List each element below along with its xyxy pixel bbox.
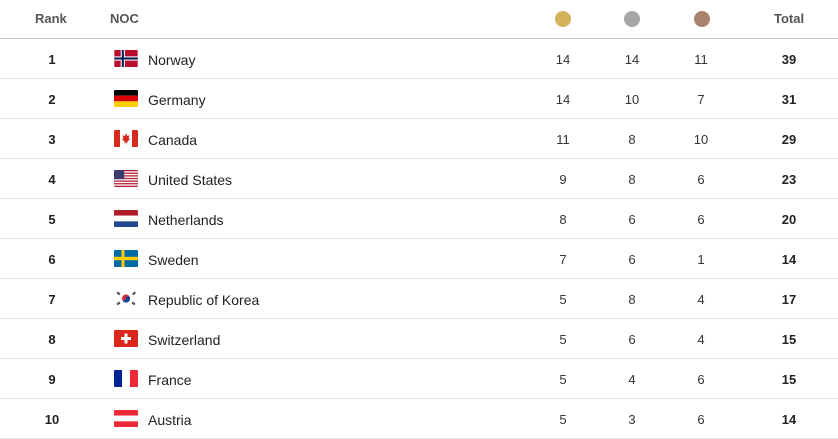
- gold-count: 5: [559, 292, 567, 307]
- switzerland-flag-icon: [114, 330, 138, 347]
- table-header: Rank NOC Total: [0, 0, 838, 39]
- bronze-count: 4: [697, 332, 705, 347]
- united-states-flag-icon: [114, 170, 138, 187]
- country-name[interactable]: Norway: [148, 52, 196, 68]
- netherlands-flag-icon: [114, 210, 138, 227]
- rank-value: 8: [48, 332, 56, 347]
- table-row: 1 Norway 14 14 11 39: [0, 39, 838, 79]
- bronze-count: 10: [693, 132, 709, 147]
- silver-count: 14: [624, 52, 640, 67]
- noc-column-header[interactable]: NOC: [110, 11, 139, 26]
- country-name[interactable]: France: [148, 372, 192, 388]
- table-row: 10 Austria 5 3 6 14: [0, 399, 838, 439]
- table-row: 8 Switzerland 5 6 4 15: [0, 319, 838, 359]
- silver-count: 8: [628, 292, 636, 307]
- table-row: 7 Republic of Korea 5 8 4 17: [0, 279, 838, 319]
- total-count: 29: [781, 132, 797, 147]
- germany-flag-icon: [114, 90, 138, 107]
- country-name[interactable]: Netherlands: [148, 212, 224, 228]
- bronze-count: 6: [697, 212, 705, 227]
- total-count: 14: [781, 412, 797, 427]
- gold-count: 5: [559, 332, 567, 347]
- rank-column-header[interactable]: Rank: [35, 11, 67, 26]
- bronze-count: 6: [697, 412, 705, 427]
- country-name[interactable]: Canada: [148, 132, 198, 148]
- total-count: 17: [781, 292, 797, 307]
- norway-flag-icon: [114, 50, 138, 67]
- silver-count: 4: [628, 372, 636, 387]
- total-count: 14: [781, 252, 797, 267]
- gold-count: 11: [556, 132, 570, 147]
- rank-value: 9: [48, 372, 56, 387]
- country-name[interactable]: Switzerland: [148, 332, 221, 348]
- gold-count: 9: [559, 172, 567, 187]
- country-name[interactable]: Republic of Korea: [148, 292, 260, 308]
- total-count: 23: [781, 172, 797, 187]
- total-count: 39: [781, 52, 797, 67]
- bronze-count: 6: [697, 372, 705, 387]
- rank-value: 10: [44, 412, 60, 427]
- table-row: 3 Canada 11 8 10 29: [0, 119, 838, 159]
- gold-count: 5: [559, 412, 567, 427]
- table-row: 9 France 5 4 6 15: [0, 359, 838, 399]
- total-count: 15: [781, 372, 797, 387]
- country-name[interactable]: Germany: [148, 92, 206, 108]
- total-count: 31: [781, 92, 797, 107]
- total-count: 20: [781, 212, 797, 227]
- table-row: 6 Sweden 7 6 1 14: [0, 239, 838, 279]
- rank-value: 2: [48, 92, 56, 107]
- sweden-flag-icon: [114, 250, 138, 267]
- bronze-count: 6: [697, 172, 705, 187]
- korea-flag-icon: [114, 290, 138, 307]
- table-row: 4 United States 9 8 6 23: [0, 159, 838, 199]
- rank-value: 1: [48, 52, 56, 67]
- total-count: 15: [781, 332, 797, 347]
- rank-value: 5: [48, 212, 56, 227]
- rank-value: 7: [48, 292, 56, 307]
- gold-count: 8: [559, 212, 567, 227]
- gold-count: 14: [555, 52, 571, 67]
- table-row: 2 Germany 14 10 7 31: [0, 79, 838, 119]
- gold-count: 7: [559, 252, 567, 267]
- gold-count: 14: [555, 92, 571, 107]
- country-name[interactable]: United States: [148, 172, 233, 188]
- silver-count: 8: [628, 172, 636, 187]
- gold-count: 5: [559, 372, 567, 387]
- country-name[interactable]: Sweden: [148, 252, 199, 268]
- table-row: 5 Netherlands 8 6 6 20: [0, 199, 838, 239]
- silver-count: 6: [628, 212, 636, 227]
- austria-flag-icon: [114, 410, 138, 427]
- rank-value: 6: [48, 252, 56, 267]
- gold-medal-icon[interactable]: [555, 11, 571, 27]
- total-column-header[interactable]: Total: [774, 11, 805, 26]
- bronze-medal-icon[interactable]: [694, 11, 710, 27]
- france-flag-icon: [114, 370, 138, 387]
- silver-count: 3: [628, 412, 636, 427]
- silver-count: 6: [628, 332, 636, 347]
- bronze-count: 7: [697, 92, 705, 107]
- silver-count: 10: [624, 92, 640, 107]
- canada-flag-icon: [114, 130, 138, 147]
- silver-medal-icon[interactable]: [624, 11, 640, 27]
- rank-value: 4: [48, 172, 56, 187]
- rank-value: 3: [48, 132, 56, 147]
- bronze-count: 4: [697, 292, 705, 307]
- bronze-count: 1: [697, 252, 705, 267]
- silver-count: 6: [628, 252, 636, 267]
- country-name[interactable]: Austria: [148, 412, 192, 428]
- bronze-count: 11: [694, 52, 708, 67]
- silver-count: 8: [628, 132, 636, 147]
